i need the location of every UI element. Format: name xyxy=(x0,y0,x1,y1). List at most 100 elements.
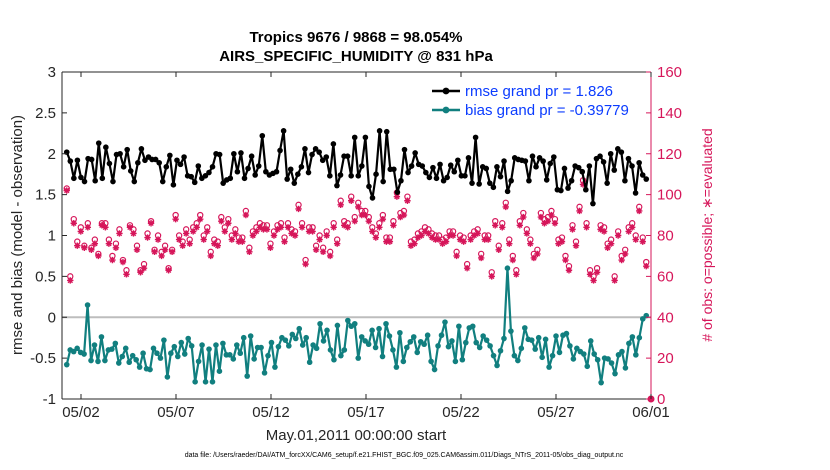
obs-evaluated-point xyxy=(98,222,106,229)
obs-evaluated-point xyxy=(81,244,88,251)
y-right-tick-label: 160 xyxy=(657,64,682,81)
rmse-point xyxy=(586,163,593,169)
rmse-point xyxy=(337,172,344,178)
y-right-tick-label: 140 xyxy=(657,105,682,122)
rmse-point xyxy=(305,169,312,176)
rmse-point xyxy=(167,152,173,159)
rmse-point xyxy=(394,189,401,195)
rmse-point xyxy=(334,182,340,189)
obs-evaluated-point xyxy=(182,230,190,237)
bias-point xyxy=(296,325,303,332)
rmse-point xyxy=(231,150,237,157)
rmse-point xyxy=(579,168,586,175)
bias-point xyxy=(109,346,115,352)
bias-point xyxy=(494,362,500,369)
rmse-point xyxy=(330,141,337,147)
bias-point xyxy=(351,320,358,327)
bias-point xyxy=(438,332,445,339)
rmse-point xyxy=(494,164,500,170)
rmse-point xyxy=(643,176,650,182)
obs-evaluated-point xyxy=(393,193,401,200)
obs-evaluated-point xyxy=(333,240,341,247)
obs-evaluated-point xyxy=(446,232,453,239)
bias-point xyxy=(497,347,504,354)
right-axis-ticks: 0 20 40 60 80 100 120 140 160 xyxy=(646,64,682,408)
rmse-point xyxy=(174,157,180,164)
obs-evaluated-point xyxy=(537,213,545,221)
obs-evaluated-point xyxy=(579,181,587,188)
bias-point xyxy=(480,333,486,339)
rmse-point xyxy=(159,178,166,185)
y-tick-label: 2.5 xyxy=(35,105,56,122)
rmse-point xyxy=(615,146,621,152)
obs-evaluated-point xyxy=(109,256,116,264)
bias-point xyxy=(511,352,518,359)
bias-point xyxy=(275,343,282,350)
bias-point xyxy=(400,358,407,365)
obs-evaluated-point xyxy=(625,228,632,235)
rmse-point xyxy=(117,150,123,157)
rmse-point xyxy=(487,180,493,186)
y-tick-label: -0.5 xyxy=(30,350,56,367)
obs-evaluated-point xyxy=(386,238,394,245)
obs-evaluated-point xyxy=(284,224,292,231)
obs-evaluated-point xyxy=(211,240,218,247)
rmse-point xyxy=(95,140,102,146)
bias-point xyxy=(605,356,611,362)
bias-point xyxy=(327,347,334,353)
bias-point xyxy=(594,356,601,363)
bias-point xyxy=(140,350,146,357)
bias-point xyxy=(268,339,275,346)
rmse-point xyxy=(259,132,266,139)
obs-evaluated-point xyxy=(421,228,429,235)
bias-point xyxy=(518,345,525,352)
obs-evaluated-point xyxy=(228,236,236,243)
chart-subtitle: AIRS_SPECIFIC_HUMIDITY @ 831 hPa xyxy=(219,48,493,65)
rmse-point xyxy=(120,164,127,170)
bias-point xyxy=(261,370,268,376)
rmse-point xyxy=(423,169,429,176)
bias-point xyxy=(112,340,119,347)
y-right-tick-label: 20 xyxy=(657,350,674,367)
rmse-point xyxy=(209,164,216,170)
rmse-point xyxy=(295,171,301,177)
obs-evaluated-point xyxy=(607,240,615,247)
obs-evaluated-point xyxy=(397,213,404,221)
rmse-point xyxy=(127,168,134,174)
rmse-point xyxy=(504,188,511,195)
rmse-point xyxy=(447,162,454,168)
bias-point xyxy=(501,335,507,342)
rmse-point xyxy=(376,128,383,134)
x-tick-label: 06/01 xyxy=(632,404,670,421)
bias-point xyxy=(306,359,313,366)
rmse-point xyxy=(483,165,490,172)
bias-point xyxy=(129,352,136,359)
rmse-point xyxy=(618,149,625,155)
obs-evaluated-point xyxy=(516,222,524,229)
y-axis-right-label: # of obs: o=possible; ∗=evaluated xyxy=(699,128,715,341)
rmse-point xyxy=(501,158,507,164)
obs-evaluated-point xyxy=(435,236,443,243)
y-right-tick-label: 0 xyxy=(657,391,665,408)
bias-point xyxy=(587,338,594,344)
rmse-point xyxy=(405,169,411,176)
obs-evaluated-point xyxy=(84,224,92,231)
bias-point xyxy=(358,334,365,340)
obs-evaluated-point xyxy=(414,234,422,241)
obs-evaluated-point xyxy=(572,242,580,249)
bias-point xyxy=(584,363,591,370)
rmse-point xyxy=(298,164,305,170)
obs-evaluated-point xyxy=(425,230,432,237)
rmse-point xyxy=(408,163,415,169)
chart-title: Tropics 9676 / 9868 = 98.054% xyxy=(249,29,462,46)
bias-point xyxy=(133,356,139,363)
bias-point xyxy=(247,333,254,339)
obs-evaluated-point xyxy=(218,217,225,225)
rmse-point xyxy=(590,200,596,207)
rmse-point xyxy=(195,163,202,169)
obs-evaluated-point xyxy=(270,232,278,239)
rmse-point xyxy=(106,160,113,167)
rmse-point xyxy=(558,187,564,194)
obs-evaluated-point xyxy=(499,224,506,231)
rmse-point xyxy=(284,176,290,182)
